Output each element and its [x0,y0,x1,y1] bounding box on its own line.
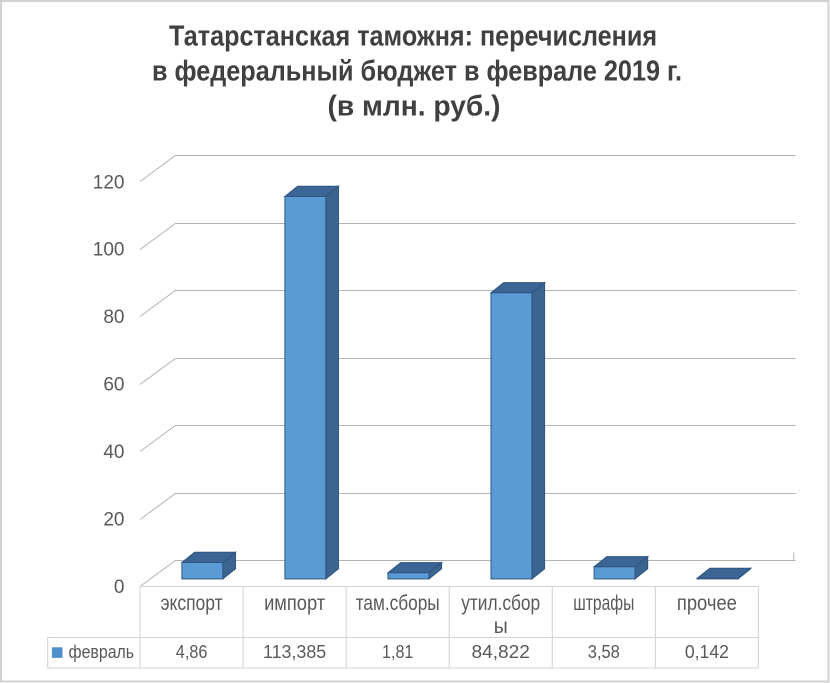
svg-text:ы: ы [494,615,508,638]
svg-text:февраль: февраль [69,642,135,662]
svg-text:штрафы: штрафы [573,592,634,615]
svg-text:0: 0 [114,577,125,598]
svg-text:80: 80 [103,307,124,328]
svg-text:0,142: 0,142 [685,642,729,662]
svg-text:Татарстанская таможня: перечис: Татарстанская таможня: перечисления [169,21,657,53]
svg-text:импорт: импорт [264,592,325,615]
svg-text:100: 100 [93,240,125,261]
svg-text:экспорт: экспорт [161,592,223,615]
svg-text:в федеральный бюджет в феврале: в федеральный бюджет в феврале 2019 г. [152,56,682,88]
svg-text:84,822: 84,822 [472,642,530,662]
svg-text:120: 120 [93,172,125,193]
svg-text:4,86: 4,86 [176,642,208,662]
svg-text:прочее: прочее [677,592,737,615]
svg-text:(в млн. руб.): (в млн. руб.) [328,91,501,123]
svg-text:60: 60 [103,375,124,396]
svg-text:1,81: 1,81 [382,642,413,662]
svg-text:20: 20 [103,510,124,531]
svg-text:40: 40 [103,442,124,463]
svg-text:113,385: 113,385 [263,642,326,662]
svg-text:утил.сбор: утил.сбор [461,592,540,615]
svg-text:там.сборы: там.сборы [356,592,440,615]
svg-text:3,58: 3,58 [588,642,620,662]
